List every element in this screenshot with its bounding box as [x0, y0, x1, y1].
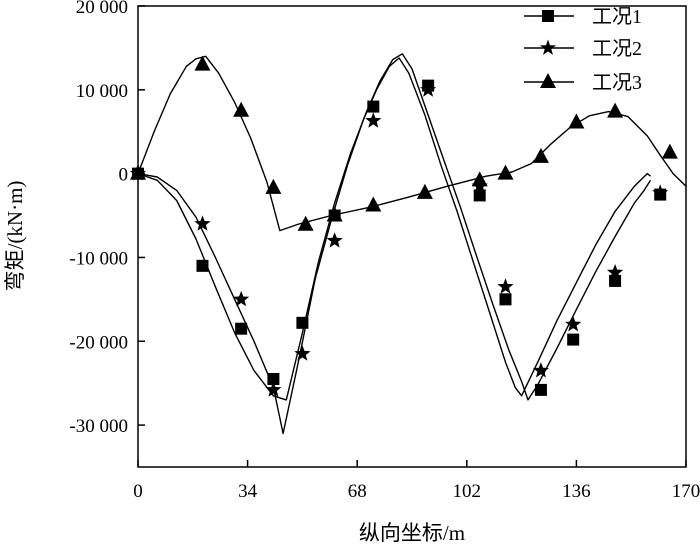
legend-label-2: 工况2: [592, 38, 642, 60]
y-tick-label: 20 000: [76, 0, 128, 18]
point-star-2: [652, 184, 669, 200]
point-star-2: [365, 112, 382, 128]
point-triangle-3: [568, 113, 585, 129]
point-triangle-3: [233, 101, 250, 117]
legend: 工况1 工况2 工况3: [524, 6, 642, 94]
y-axis-title: 弯矩/(kN·m): [3, 181, 27, 292]
legend-item-2: 工况2: [524, 38, 642, 60]
point-triangle-3: [497, 164, 514, 180]
point-star-2: [265, 381, 282, 397]
x-tick-label: 68: [348, 481, 367, 502]
y-tick-label: -20 000: [69, 332, 128, 353]
plot-axes: [137, 5, 687, 468]
point-star-2: [194, 215, 211, 231]
x-axis-ticks: 0 34 68 102 136 170: [133, 460, 700, 502]
legend-marker-square: [542, 10, 554, 22]
point-triangle-3: [194, 55, 211, 71]
point-square-1: [473, 189, 486, 202]
y-tick-label: -10 000: [69, 248, 128, 269]
point-triangle-3: [365, 196, 382, 212]
point-star-2: [532, 362, 549, 378]
x-tick-label: 34: [238, 481, 258, 502]
point-square-1: [499, 293, 512, 306]
point-triangle-3: [661, 143, 678, 159]
x-tick-label: 102: [453, 481, 482, 502]
point-triangle-3: [471, 171, 488, 187]
point-triangle-3: [130, 164, 146, 180]
point-star-2: [565, 316, 582, 332]
series-layer: [129, 53, 687, 435]
x-tick-label: 136: [562, 481, 591, 502]
point-star-2: [233, 290, 250, 307]
point-triangle-3: [297, 215, 314, 231]
series-1: [132, 53, 667, 401]
series-line-1: [137, 53, 652, 401]
series-line-2: [137, 57, 651, 435]
point-triangle-3: [416, 183, 433, 199]
series-2: [129, 57, 669, 435]
point-square-1: [235, 322, 248, 335]
series-3: [130, 55, 687, 232]
legend-item-1: 工况1: [524, 6, 642, 28]
legend-marker-triangle: [540, 73, 556, 88]
y-tick-label: 10 000: [76, 81, 128, 102]
point-square-1: [567, 333, 580, 346]
point-star-2: [294, 345, 311, 361]
point-triangle-3: [532, 147, 549, 163]
x-axis-title: 纵向坐标/m: [359, 521, 465, 545]
plot-frame: [137, 5, 687, 468]
legend-item-3: 工况3: [524, 72, 642, 94]
point-star-2: [420, 81, 437, 97]
point-star-2: [607, 264, 624, 280]
legend-label-1: 工况1: [592, 6, 642, 28]
point-triangle-3: [607, 102, 624, 118]
y-tick-label: 0: [119, 165, 129, 186]
legend-label-3: 工况3: [592, 72, 642, 94]
point-star-2: [326, 232, 343, 248]
point-star-2: [497, 278, 514, 294]
point-triangle-3: [265, 178, 282, 194]
x-tick-label: 170: [672, 481, 700, 502]
x-tick-label: 0: [133, 481, 143, 502]
point-square-1: [534, 383, 547, 396]
legend-marker-star: [539, 39, 557, 55]
point-triangle-3: [326, 206, 343, 222]
y-axis-ticks: 20 000 10 000 0 -10 000 -20 000 -30 000: [69, 0, 145, 437]
y-tick-label: -30 000: [69, 416, 128, 437]
point-square-1: [196, 259, 209, 272]
